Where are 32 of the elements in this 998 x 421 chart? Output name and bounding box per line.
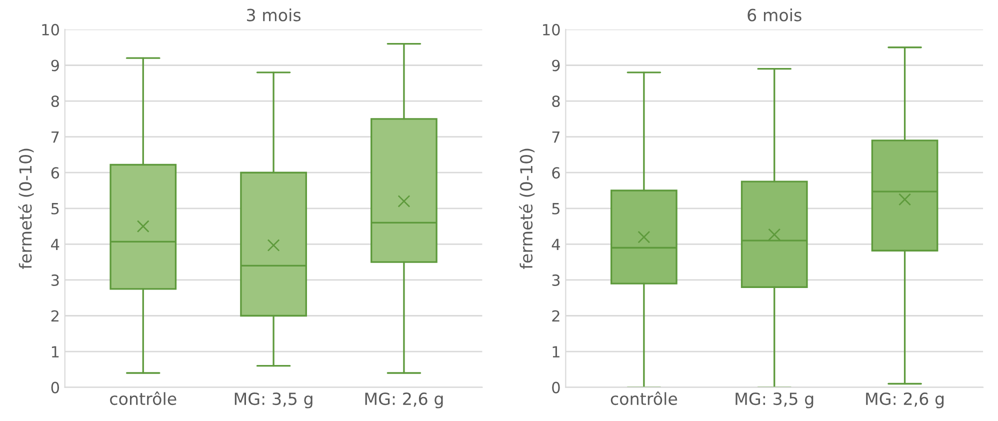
x-tick-label: MG: 2,6 g [365, 392, 443, 408]
y-tick-label: 9 [552, 60, 560, 72]
chart-title: 6 mois [748, 8, 802, 22]
x-tick-label: MG: 3,5 g [234, 392, 312, 408]
y-tick-label: 8 [51, 96, 59, 108]
y-tick-label: 3 [51, 274, 59, 286]
y-tick-label: 3 [552, 274, 560, 286]
y-tick-label: 1 [52, 346, 59, 358]
y-axis-title: fermeté (0-10) [18, 148, 34, 270]
y-tick-label: 1 [552, 346, 560, 358]
x-tick-label: MG: 2,6 g [866, 392, 944, 408]
x-tick-label: contrôle [610, 392, 678, 406]
y-tick-label: 6 [51, 167, 60, 179]
y-tick-label: 5 [51, 203, 59, 214]
y-tick-label: 0 [51, 382, 59, 394]
x-tick-label: contrôle [110, 392, 176, 406]
y-tick-label: 2 [51, 310, 58, 322]
y-tick-label: 4 [552, 238, 560, 250]
y-tick-label: 10 [543, 24, 560, 36]
y-axis-title: fermeté (0-10) [519, 148, 535, 270]
x-tick-label: MG: 3,5 g [736, 392, 814, 408]
y-tick-label: 8 [552, 96, 560, 108]
y-tick-label: 10 [42, 24, 59, 36]
y-tick-label: 2 [552, 310, 560, 322]
y-tick-label: 7 [552, 131, 560, 143]
y-tick-label: 4 [51, 238, 60, 250]
y-tick-label: 0 [552, 382, 560, 394]
y-tick-label: 6 [552, 167, 560, 179]
chart-title: 3 mois [246, 8, 301, 22]
y-tick-label: 5 [552, 203, 560, 214]
y-tick-label: 7 [52, 131, 59, 143]
y-tick-label: 9 [51, 60, 59, 72]
